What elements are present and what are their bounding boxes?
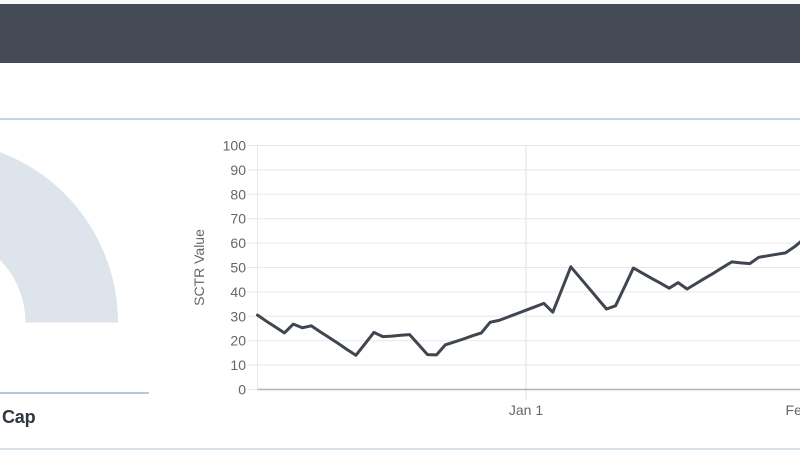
y-tick-label: 40 — [230, 284, 246, 300]
y-tick-label: 70 — [230, 211, 246, 227]
panel-divider — [0, 392, 149, 394]
y-tick-label: 100 — [223, 138, 247, 154]
y-tick-label: 0 — [238, 382, 246, 398]
y-tick-label: 20 — [230, 333, 246, 349]
y-tick-label: 50 — [230, 260, 246, 276]
y-tick-label: 80 — [230, 186, 246, 202]
panel-heading: Cap — [2, 407, 36, 427]
x-tick-label: Jan 1 — [509, 402, 543, 418]
gauge-track-arc — [0, 152, 118, 323]
gauge-chart — [0, 152, 118, 323]
sctr-series-line — [256, 240, 800, 357]
content-area — [0, 63, 800, 450]
top-navigation-bar — [0, 4, 800, 63]
y-tick-label: 90 — [230, 162, 246, 178]
section-bottom-border — [0, 447, 800, 450]
y-axis-title: SCTR Value — [191, 229, 207, 306]
x-tick-label: Feb 1 — [786, 402, 800, 418]
y-tick-label: 60 — [230, 235, 246, 251]
y-tick-label: 30 — [230, 308, 246, 324]
y-tick-label: 10 — [230, 357, 246, 373]
sctr-line-chart: 0 10 20 30 40 50 60 70 80 90 100 Jan 1 Feb 1 SCTR Val… — [191, 138, 800, 418]
card-top-border — [0, 118, 800, 120]
